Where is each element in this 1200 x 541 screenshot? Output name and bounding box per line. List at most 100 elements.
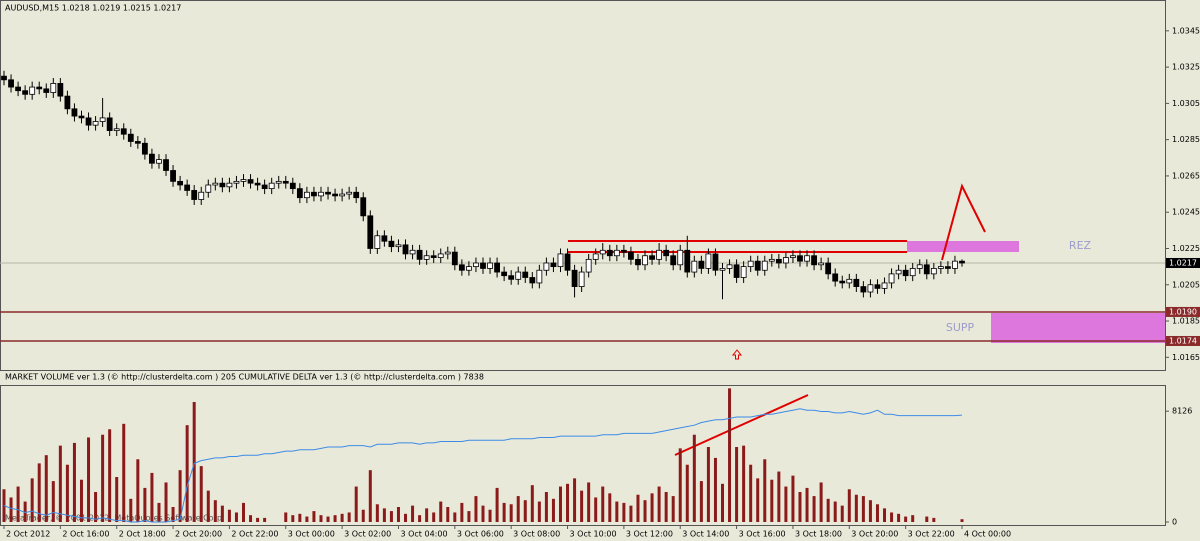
candle-body (945, 266, 951, 269)
x-tick-label: 2 Oct 20:00 (175, 530, 222, 539)
candle-body (268, 182, 275, 190)
candle-body (120, 128, 127, 135)
y-tick-label: 0 (1172, 518, 1177, 527)
x-tick-label: 3 Oct 04:00 (400, 530, 447, 539)
candle-body (113, 128, 120, 131)
volume-bar (51, 481, 55, 522)
volume-bar (389, 511, 393, 522)
chart-title: AUDUSD,M15 1.0218 1.0219 1.0215 1.0217 (5, 4, 181, 13)
volume-bar (242, 502, 245, 522)
candle-body (409, 249, 416, 255)
candle-body (240, 179, 247, 182)
rez-zone (907, 241, 1019, 252)
candle-body (466, 266, 472, 271)
volume-bar (439, 501, 443, 522)
candle-body (8, 79, 14, 88)
volume-bar (847, 489, 851, 522)
volume-bar (87, 437, 91, 522)
candle-body (571, 269, 578, 287)
candle-body (740, 266, 747, 278)
candle-body (684, 249, 691, 273)
volume-bar (108, 429, 112, 522)
candle-body (635, 258, 641, 266)
volume-bar (558, 486, 562, 522)
candle-body (261, 184, 268, 190)
x-tick-label: 3 Oct 08:00 (513, 530, 560, 539)
volume-bar (411, 505, 415, 522)
volume-bar (79, 479, 83, 522)
candle-body (691, 260, 698, 273)
candle-body (233, 180, 240, 184)
volume-bar (446, 507, 450, 522)
volume-bar (418, 515, 422, 522)
candle-body (318, 191, 324, 197)
volume-bar (199, 466, 203, 522)
candle-body (444, 251, 451, 255)
volume-bar (115, 477, 119, 522)
candle-body (613, 249, 620, 257)
candle-body (881, 282, 888, 289)
volume-bar (551, 498, 555, 522)
volume-bar (798, 492, 802, 522)
candle-body (487, 262, 493, 269)
candle-body (480, 262, 486, 269)
candle-body (522, 271, 529, 278)
volume-bar (826, 498, 830, 522)
delta-line (3, 408, 963, 523)
volume-bar (129, 498, 133, 522)
candle-body (501, 271, 508, 277)
y-tick-label: 1.0185 (1172, 317, 1200, 326)
volume-bar (37, 463, 41, 522)
candle-body (388, 240, 395, 248)
candle-body (642, 255, 648, 266)
candle-body (747, 260, 754, 268)
volume-bar (777, 471, 781, 522)
candle-body (395, 244, 402, 248)
volume-bar (735, 447, 739, 522)
volume-bar (136, 459, 140, 522)
candle-body (923, 264, 930, 275)
candle-body (36, 86, 43, 90)
volume-bar (143, 487, 147, 522)
volume-bar (791, 475, 795, 522)
trend-line (674, 394, 809, 456)
volume-bar (544, 492, 548, 522)
candle-body (163, 159, 169, 171)
y-tick-label: 1.0225 (1172, 244, 1200, 253)
candle-body (339, 193, 346, 197)
volume-bar (425, 508, 429, 522)
volume-bar (960, 519, 964, 522)
current-box (1166, 257, 1200, 268)
candle-body (628, 251, 634, 260)
candle-body (585, 258, 592, 273)
volume-pane (0, 385, 1166, 526)
candle-body (860, 286, 867, 293)
candle-body (254, 182, 261, 186)
candle-body (205, 184, 212, 193)
volume-bar (256, 517, 260, 522)
volume-bar (220, 505, 224, 522)
candle-body (402, 244, 409, 255)
candle-body (15, 86, 21, 92)
candle-body (705, 253, 712, 269)
volume-bar (692, 434, 696, 522)
candle-body (78, 115, 85, 119)
candle-body (832, 273, 839, 282)
candle-body (930, 268, 937, 275)
volume-bar (721, 483, 724, 522)
volume-bar (65, 464, 69, 522)
candle-body (85, 117, 92, 126)
x-tick-label: 3 Oct 02:00 (344, 530, 391, 539)
volume-bar (171, 507, 175, 522)
level-label: 1.0190 (1169, 307, 1197, 316)
candle-body (790, 255, 796, 258)
volume-bar (594, 497, 598, 522)
volume-bar (573, 478, 577, 522)
volume-bar (291, 515, 295, 522)
candle-body (726, 264, 733, 269)
volume-bar (706, 447, 710, 522)
volume-bar (122, 423, 126, 522)
volume-bar (396, 507, 400, 522)
volume-bar (263, 517, 267, 522)
volume-bar (58, 445, 62, 522)
